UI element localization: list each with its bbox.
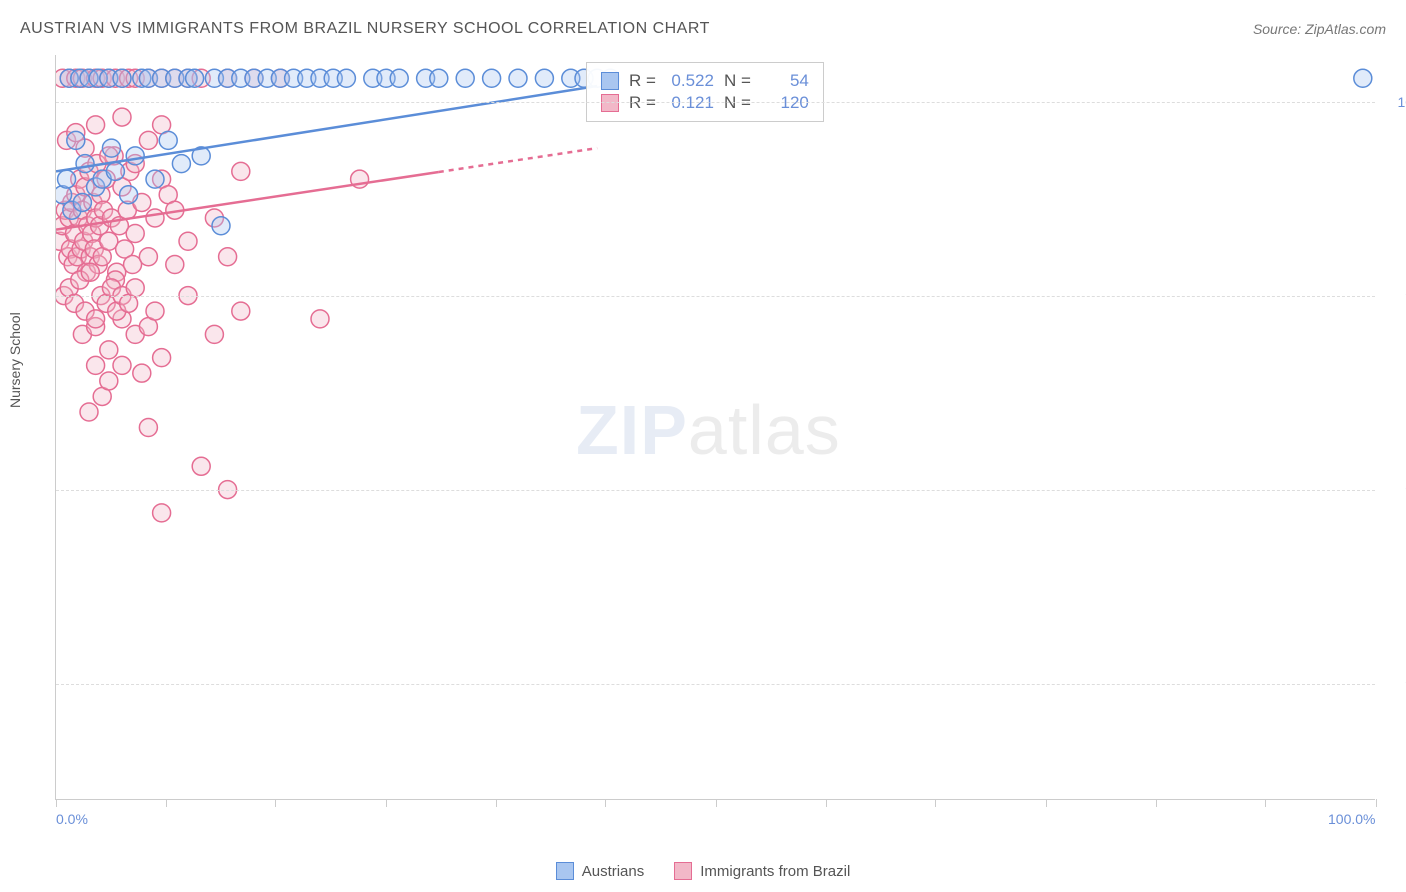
gridline bbox=[56, 102, 1375, 103]
x-tick bbox=[1265, 799, 1266, 807]
x-tick bbox=[1376, 799, 1377, 807]
x-tick bbox=[1046, 799, 1047, 807]
x-tick-label: 0.0% bbox=[56, 811, 88, 827]
r-value-0: 0.522 bbox=[666, 71, 714, 91]
chart-container: AUSTRIAN VS IMMIGRANTS FROM BRAZIL NURSE… bbox=[0, 0, 1406, 892]
gridline bbox=[56, 490, 1375, 491]
bottom-legend: Austrians Immigrants from Brazil bbox=[0, 862, 1406, 880]
series-swatch-0 bbox=[601, 72, 619, 90]
legend-label-0: Austrians bbox=[582, 863, 645, 880]
x-tick-label: 100.0% bbox=[1328, 811, 1375, 827]
legend-item-1: Immigrants from Brazil bbox=[674, 862, 850, 880]
header: AUSTRIAN VS IMMIGRANTS FROM BRAZIL NURSE… bbox=[20, 20, 1386, 38]
n-label: N = bbox=[724, 71, 751, 91]
legend-label-1: Immigrants from Brazil bbox=[700, 863, 850, 880]
r-label: R = bbox=[629, 93, 656, 113]
n-value-0: 54 bbox=[761, 71, 809, 91]
gridline bbox=[56, 296, 1375, 297]
n-label: N = bbox=[724, 93, 751, 113]
legend-item-0: Austrians bbox=[556, 862, 645, 880]
y-axis-label: Nursery School bbox=[7, 312, 23, 408]
plot-area: ZIPatlas R = 0.522 N = 54 R = 0.121 N = … bbox=[55, 55, 1375, 800]
legend-swatch-1 bbox=[674, 862, 692, 880]
y-tick-label: 100.0% bbox=[1398, 94, 1406, 110]
x-tick bbox=[935, 799, 936, 807]
x-tick bbox=[826, 799, 827, 807]
stats-row-series-1: R = 0.121 N = 120 bbox=[601, 93, 809, 113]
x-tick bbox=[166, 799, 167, 807]
x-tick bbox=[275, 799, 276, 807]
x-tick bbox=[605, 799, 606, 807]
x-tick bbox=[496, 799, 497, 807]
x-tick bbox=[716, 799, 717, 807]
stats-row-series-0: R = 0.522 N = 54 bbox=[601, 71, 809, 91]
stats-legend-box: R = 0.522 N = 54 R = 0.121 N = 120 bbox=[586, 62, 824, 122]
n-value-1: 120 bbox=[761, 93, 809, 113]
x-tick bbox=[386, 799, 387, 807]
source-attribution: Source: ZipAtlas.com bbox=[1253, 21, 1386, 37]
r-value-1: 0.121 bbox=[666, 93, 714, 113]
series-swatch-1 bbox=[601, 94, 619, 112]
legend-swatch-0 bbox=[556, 862, 574, 880]
r-label: R = bbox=[629, 71, 656, 91]
gridline bbox=[56, 684, 1375, 685]
scatter-plot-svg bbox=[56, 55, 1376, 800]
x-tick bbox=[56, 799, 57, 807]
chart-title: AUSTRIAN VS IMMIGRANTS FROM BRAZIL NURSE… bbox=[20, 20, 710, 38]
x-tick bbox=[1156, 799, 1157, 807]
